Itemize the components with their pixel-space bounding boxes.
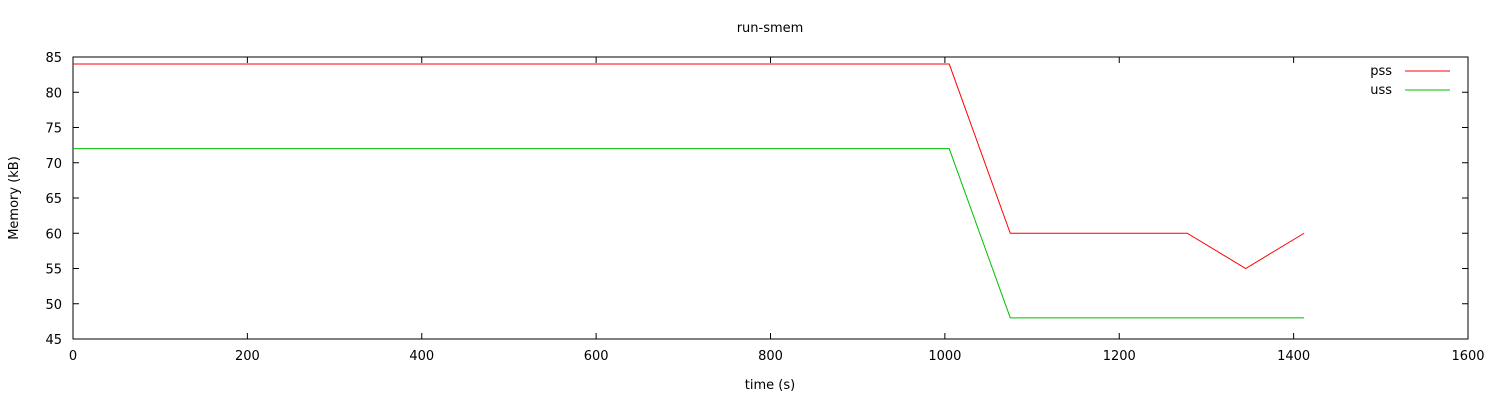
x-tick-label: 600 bbox=[584, 349, 609, 364]
y-tick-label: 55 bbox=[45, 263, 62, 278]
y-tick-label: 80 bbox=[45, 86, 62, 101]
y-tick-label: 70 bbox=[45, 157, 62, 172]
y-tick-label: 75 bbox=[45, 122, 62, 137]
series-line-pss bbox=[73, 63, 1305, 270]
legend-label-uss: uss bbox=[1370, 83, 1392, 98]
x-tick-label: 1400 bbox=[1277, 349, 1310, 364]
x-tick-label: 400 bbox=[409, 349, 434, 364]
y-tick-label: 45 bbox=[45, 333, 62, 348]
series-line-uss bbox=[73, 148, 1305, 319]
y-tick-label: 50 bbox=[45, 298, 62, 313]
y-tick-label: 60 bbox=[45, 227, 62, 242]
x-tick-label: 200 bbox=[235, 349, 260, 364]
y-axis-label: Memory (kB) bbox=[7, 156, 22, 240]
plot-frame bbox=[72, 56, 1469, 340]
legend-label-pss: pss bbox=[1370, 64, 1392, 79]
x-tick-label: 1000 bbox=[928, 349, 961, 364]
x-tick-label: 1200 bbox=[1103, 349, 1136, 364]
x-tick-label: 800 bbox=[758, 349, 783, 364]
x-tick-label: 1600 bbox=[1451, 349, 1484, 364]
y-tick-label: 85 bbox=[45, 51, 62, 66]
y-tick-label: 65 bbox=[45, 192, 62, 207]
x-tick-label: 0 bbox=[69, 349, 77, 364]
x-axis-label: time (s) bbox=[745, 378, 795, 393]
chart-title: run-smem bbox=[737, 21, 804, 36]
